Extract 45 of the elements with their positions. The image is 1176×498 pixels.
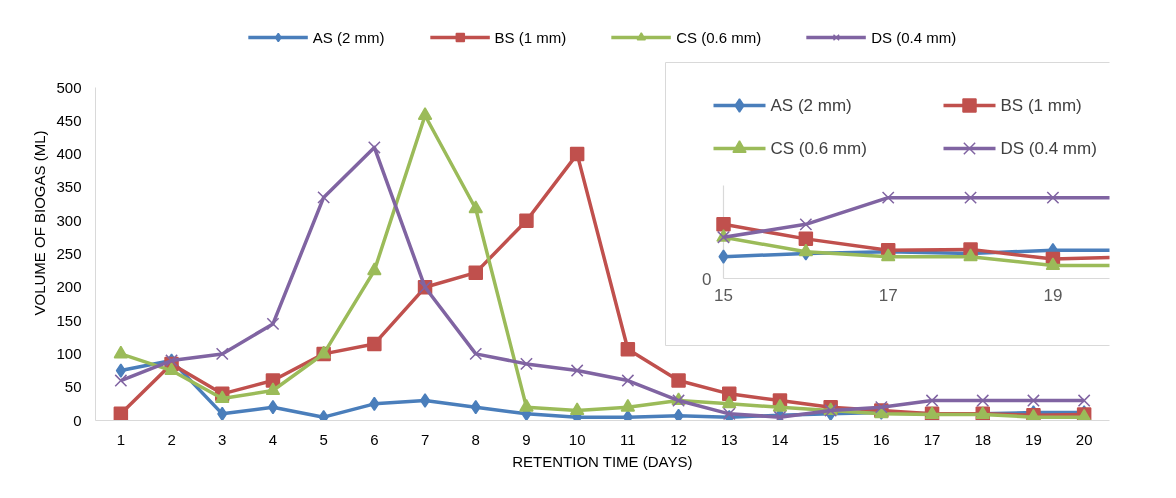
y-tick-label: 150: [56, 311, 82, 329]
x-tick-label: 9: [522, 430, 531, 448]
x-tick-label: 17: [923, 430, 941, 448]
x-tick-label: 1: [116, 430, 126, 448]
x-tick-label: 4: [268, 430, 278, 448]
y-tick-label: 350: [56, 178, 82, 196]
x-tick-label: 12: [670, 430, 687, 448]
annotation: 0: [702, 269, 712, 289]
x-tick-label: 11: [620, 430, 636, 448]
x-tick-label: 6: [370, 430, 379, 448]
y-tick-label: 250: [56, 245, 82, 262]
x-tick-label: 8: [471, 430, 480, 448]
legend-label: BS (1 mm): [494, 28, 567, 46]
x-tick-label: 13: [720, 430, 738, 448]
x-tick-label: 7: [420, 430, 430, 448]
y-tick-label: 50: [64, 378, 82, 396]
legend-label: CS (0.6 mm): [676, 28, 762, 46]
legend-label: CS (0.6 mm): [770, 139, 867, 158]
x-axis-title: RETENTION TIME (DAYS): [512, 452, 693, 470]
x-tick-label: 19: [1043, 285, 1063, 305]
x-tick-label: 10: [568, 430, 586, 448]
legend-label: DS (0.4 mm): [871, 28, 957, 46]
y-tick-label: 100: [56, 344, 82, 362]
y-axis-title: VOLUME OF BIOGAS (ML): [31, 130, 49, 316]
x-tick-label: 2: [167, 430, 176, 448]
y-tick-label: 500: [56, 78, 82, 96]
x-tick-label: 17: [878, 285, 898, 305]
legend-label: DS (0.4 mm): [1000, 139, 1097, 158]
y-tick-label: 400: [56, 145, 82, 163]
x-tick-label: 5: [319, 430, 328, 448]
x-tick-label: 20: [1075, 430, 1093, 448]
y-tick-label: 450: [56, 111, 82, 129]
legend-label: AS (2 mm): [770, 96, 852, 115]
x-tick-label: 15: [822, 430, 839, 448]
x-tick-label: 16: [873, 430, 890, 448]
y-tick-label: 0: [73, 411, 82, 429]
legend-label: BS (1 mm): [1000, 96, 1082, 115]
x-tick-label: 3: [218, 430, 227, 448]
y-tick-label: 300: [56, 211, 82, 229]
legend-label: AS (2 mm): [312, 28, 385, 46]
x-tick-label: 15: [714, 285, 733, 305]
y-tick-label: 200: [56, 278, 82, 296]
x-tick-label: 18: [974, 430, 992, 448]
x-tick-label: 14: [771, 430, 789, 448]
x-tick-label: 19: [1025, 430, 1042, 448]
